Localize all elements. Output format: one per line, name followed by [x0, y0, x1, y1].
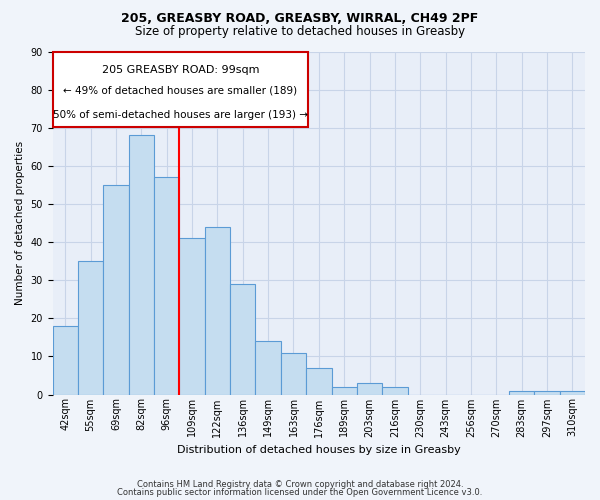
Bar — [256, 341, 281, 394]
Bar — [535, 390, 560, 394]
Bar — [357, 383, 382, 394]
Text: Size of property relative to detached houses in Greasby: Size of property relative to detached ho… — [135, 25, 465, 38]
Text: 205, GREASBY ROAD, GREASBY, WIRRAL, CH49 2PF: 205, GREASBY ROAD, GREASBY, WIRRAL, CH49… — [121, 12, 479, 26]
Bar — [332, 387, 357, 394]
FancyBboxPatch shape — [53, 52, 308, 127]
Bar — [205, 227, 230, 394]
Y-axis label: Number of detached properties: Number of detached properties — [15, 141, 25, 305]
Bar — [509, 390, 535, 394]
Bar — [230, 284, 256, 395]
Bar — [78, 261, 103, 394]
Text: 205 GREASBY ROAD: 99sqm: 205 GREASBY ROAD: 99sqm — [101, 65, 259, 75]
Bar — [382, 387, 407, 394]
Bar — [154, 178, 179, 394]
Bar — [560, 390, 585, 394]
Bar — [179, 238, 205, 394]
Bar — [281, 352, 306, 395]
Bar — [103, 185, 129, 394]
Bar — [129, 136, 154, 394]
Text: Contains HM Land Registry data © Crown copyright and database right 2024.: Contains HM Land Registry data © Crown c… — [137, 480, 463, 489]
Bar — [306, 368, 332, 394]
Text: 50% of semi-detached houses are larger (193) →: 50% of semi-detached houses are larger (… — [53, 110, 308, 120]
X-axis label: Distribution of detached houses by size in Greasby: Distribution of detached houses by size … — [177, 445, 461, 455]
Text: ← 49% of detached houses are smaller (189): ← 49% of detached houses are smaller (18… — [64, 86, 298, 96]
Bar — [53, 326, 78, 394]
Text: Contains public sector information licensed under the Open Government Licence v3: Contains public sector information licen… — [118, 488, 482, 497]
